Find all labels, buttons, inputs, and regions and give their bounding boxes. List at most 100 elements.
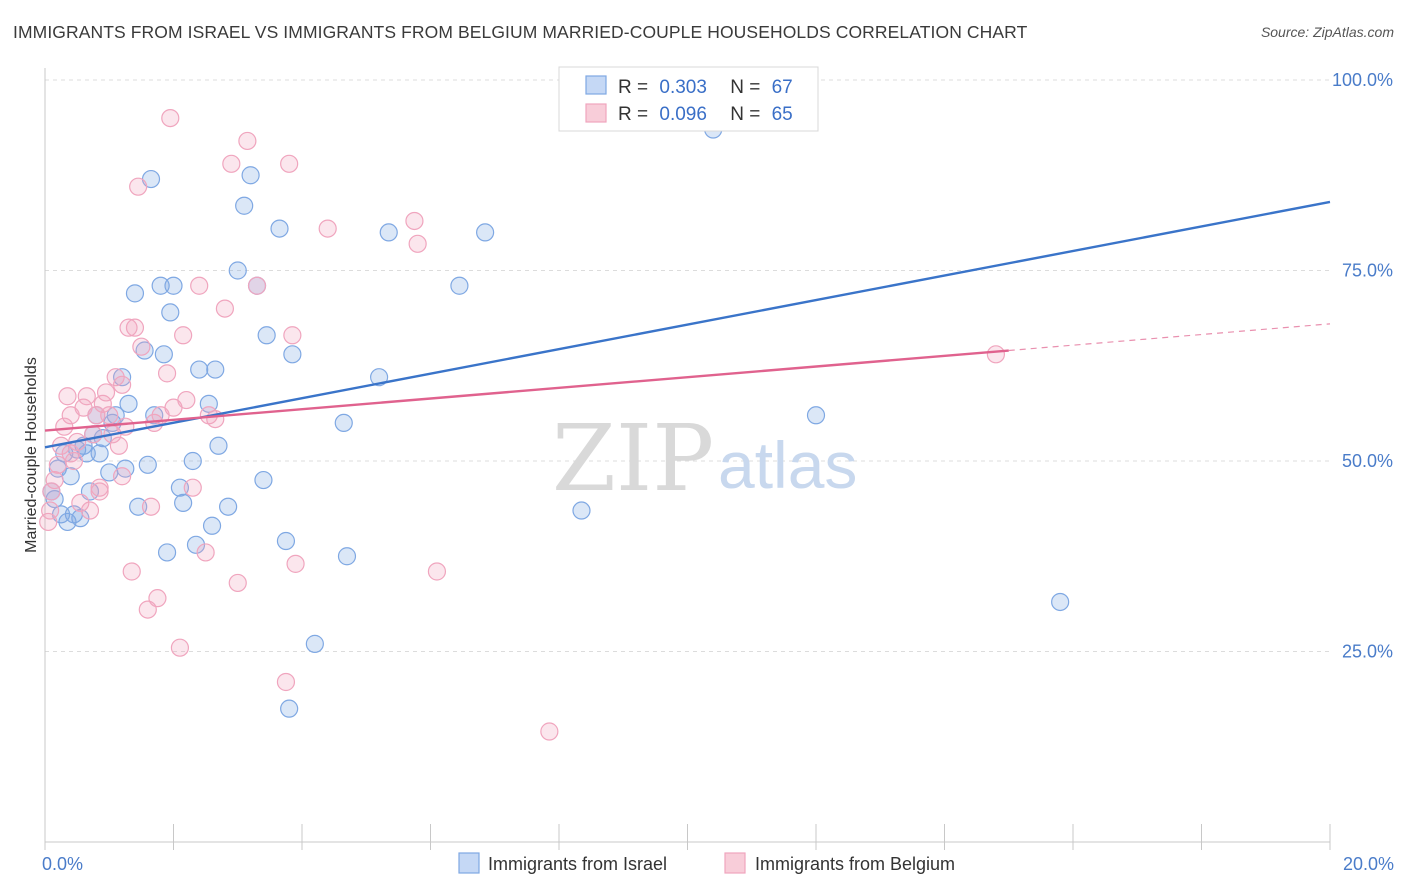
israel-point (90, 444, 109, 463)
belgium-point (122, 562, 141, 581)
belgium-point (286, 554, 305, 573)
bottom-legend-label-israel: Immigrants from Israel (488, 854, 667, 874)
belgium-point (405, 211, 424, 231)
legend-n-label-belgium: N = (730, 104, 760, 125)
israel-point (254, 470, 273, 490)
israel-point (219, 497, 238, 516)
belgium-point (90, 478, 109, 497)
israel-point (572, 501, 591, 520)
belgium-point (77, 387, 96, 406)
israel-point (190, 360, 209, 379)
belgium-point (228, 573, 247, 593)
israel-trend-line (44, 200, 1331, 449)
belgium-point (106, 368, 125, 387)
israel-point (257, 326, 276, 345)
axes (44, 68, 1331, 850)
israel-point (806, 406, 826, 425)
y-tick-label: 100.0% (1332, 70, 1393, 90)
israel-point (270, 219, 289, 238)
legend-n-label-israel: N = (730, 77, 760, 98)
israel-point (276, 531, 296, 551)
x-tick-label: 20.0% (1343, 854, 1394, 874)
israel-point (161, 303, 180, 322)
israel-point (186, 535, 206, 554)
legend-r-belgium: 0.096 (659, 104, 707, 125)
watermark-atlas: atlas (718, 428, 857, 502)
belgium-point (174, 326, 193, 345)
israel-point (241, 166, 260, 185)
belgium-point (183, 478, 202, 497)
bottom-legend-swatch-israel (458, 852, 480, 874)
svg-text:R = 0.096 N =: R = 0.096 N = 65 (618, 104, 793, 125)
legend-swatch-belgium (585, 103, 607, 123)
belgium-point (129, 177, 148, 196)
x-tick-label: 0.0% (42, 854, 83, 874)
belgium-point (161, 108, 180, 128)
belgium-trend-line (44, 349, 1009, 432)
israel-point (206, 360, 225, 379)
belgium-point (41, 501, 60, 520)
belgium-point (71, 493, 90, 513)
belgium-point (141, 497, 161, 516)
israel-point (170, 478, 190, 497)
legend-r-israel: 0.303 (659, 77, 707, 98)
israel-point (164, 276, 183, 295)
bottom-legend-swatch-belgium (724, 852, 746, 874)
legend-n-belgium: 65 (772, 104, 793, 125)
belgium-point (148, 589, 167, 608)
israel-point (337, 547, 357, 566)
israel-point (125, 284, 145, 303)
belgium-point (112, 375, 132, 394)
israel-point (138, 455, 157, 474)
belgium-point (100, 406, 119, 425)
belgium-point (986, 345, 1006, 364)
belgium-point (177, 390, 196, 410)
belgium-point (61, 444, 80, 463)
israel-point (157, 543, 177, 562)
israel-point (151, 276, 170, 295)
stats-legend: R = 0.303 N = 67 R = 0.096 N = 65 (558, 66, 819, 132)
israel-point (379, 223, 398, 242)
israel-point (71, 509, 90, 528)
israel-point (476, 223, 495, 242)
belgium-point (157, 364, 177, 383)
watermark-zip: ZIP (552, 405, 714, 512)
belgium-point (215, 299, 234, 318)
belgium-point (109, 436, 128, 455)
belgium-point (39, 512, 58, 532)
israel-point (129, 497, 148, 516)
data-points (39, 70, 1070, 741)
israel-point (450, 276, 469, 295)
trend-lines (44, 200, 1331, 449)
belgium-point (58, 387, 77, 406)
source-label: Source: ZipAtlas.com (1260, 24, 1394, 40)
belgium-point (132, 337, 151, 356)
belgium-point (427, 562, 447, 581)
tick-labels: 25.0% 50.0% 75.0% 100.0% 0.0% 20.0% (42, 70, 1394, 874)
israel-point (1051, 592, 1070, 612)
israel-point (174, 493, 193, 513)
israel-point (202, 516, 222, 535)
israel-point (235, 196, 254, 215)
legend-swatch-israel (585, 75, 607, 95)
israel-point (154, 345, 173, 364)
bottom-legend-label-belgium: Immigrants from Belgium (755, 854, 955, 874)
israel-point (334, 413, 353, 432)
belgium-point (90, 482, 109, 501)
y-tick-label: 75.0% (1342, 261, 1393, 281)
belgium-point (80, 501, 100, 520)
y-tick-label: 50.0% (1342, 451, 1393, 471)
israel-point (119, 394, 138, 413)
y-tick-label: 25.0% (1342, 642, 1393, 662)
israel-point (145, 406, 164, 425)
israel-point (112, 368, 132, 387)
israel-point (305, 634, 324, 653)
belgium-point (125, 318, 145, 337)
belgium-point (222, 154, 241, 173)
belgium-point (276, 672, 296, 692)
belgium-point (190, 276, 209, 295)
israel-point (280, 699, 299, 718)
israel-point (183, 451, 202, 471)
belgium-point (87, 406, 106, 425)
